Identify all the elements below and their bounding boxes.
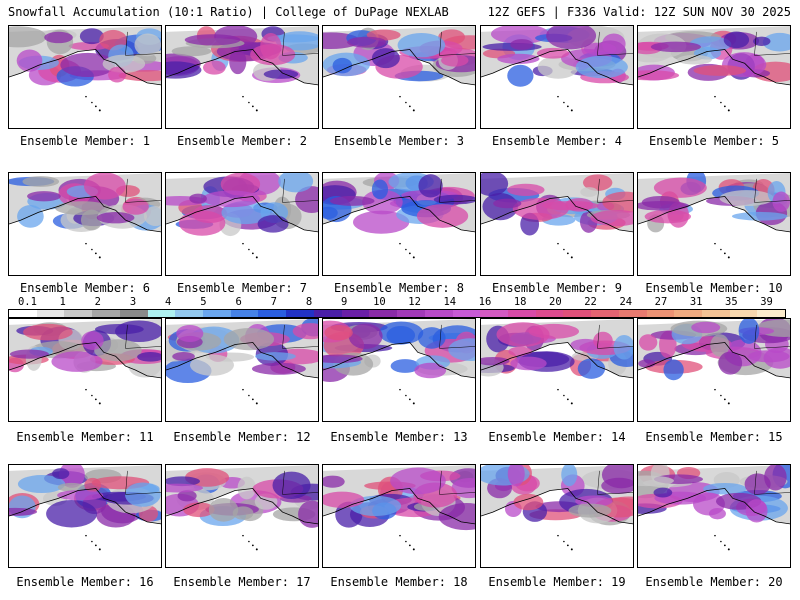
colorbar-swatch — [36, 310, 65, 317]
ensemble-member-map — [8, 464, 162, 568]
colorbar-swatch — [480, 310, 508, 317]
colorbar-tick-label: 1 — [59, 296, 66, 308]
colorbar-tick-label: 8 — [305, 296, 313, 308]
colorbar-swatch — [757, 310, 786, 317]
ensemble-member-label: Ensemble Member: 2 — [176, 134, 308, 148]
model-run-info: 12Z GEFS | F336 Valid: 12Z SUN NOV 30 20… — [487, 5, 791, 19]
ensemble-member-label: Ensemble Member: 18 — [330, 575, 468, 589]
ensemble-member-map — [637, 25, 791, 129]
ensemble-member-label: Ensemble Member: 17 — [173, 575, 311, 589]
ensemble-member-label: Ensemble Member: 8 — [333, 281, 465, 295]
ensemble-member-map — [637, 318, 791, 422]
ensemble-member-label: Ensemble Member: 9 — [491, 281, 623, 295]
colorbar-tick-label: 7 — [270, 296, 277, 308]
snowfall-colorbar — [8, 309, 786, 318]
ensemble-member-map — [165, 464, 319, 568]
colorbar-tick-label: 22 — [584, 296, 597, 308]
colorbar-tick-label: 6 — [235, 296, 242, 308]
colorbar-tick-label: 20 — [549, 296, 562, 308]
ensemble-member-label: Ensemble Member: 11 — [16, 430, 154, 444]
colorbar-swatch — [701, 310, 730, 317]
ensemble-member-label: Ensemble Member: 7 — [176, 281, 308, 295]
colorbar-swatch — [203, 310, 231, 317]
colorbar-tick-label: 12 — [408, 296, 421, 308]
colorbar-swatch — [563, 310, 592, 317]
ensemble-member-map — [637, 464, 791, 568]
ensemble-member-map — [165, 25, 319, 129]
colorbar-tick-label: 24 — [619, 296, 633, 308]
colorbar-tick-label: 0.1 — [17, 296, 37, 308]
colorbar-swatch — [452, 310, 481, 317]
colorbar-tick-label: 18 — [513, 296, 527, 308]
colorbar-tick-label: 3 — [129, 296, 137, 308]
ensemble-member-label: Ensemble Member: 4 — [491, 134, 623, 148]
colorbar-tick-label: 31 — [689, 296, 703, 308]
colorbar-swatch — [9, 310, 37, 317]
colorbar-tick-label: 5 — [200, 296, 207, 308]
ensemble-member-map — [8, 25, 162, 129]
ensemble-member-map — [480, 172, 634, 276]
ensemble-member-label: Ensemble Member: 3 — [333, 134, 465, 148]
colorbar-tick-label: 35 — [725, 296, 738, 308]
ensemble-member-map — [322, 25, 476, 129]
colorbar-swatch — [119, 310, 148, 317]
colorbar-swatch — [507, 310, 536, 317]
colorbar-swatch — [258, 310, 287, 317]
colorbar-tick-label: 4 — [165, 296, 172, 308]
colorbar-swatch — [341, 310, 370, 317]
ensemble-member-label: Ensemble Member: 20 — [645, 575, 783, 589]
colorbar-tick-label: 2 — [94, 296, 101, 308]
colorbar-swatch — [286, 310, 314, 317]
colorbar-swatch — [92, 310, 120, 317]
ensemble-member-label: Ensemble Member: 16 — [16, 575, 154, 589]
ensemble-member-map — [322, 318, 476, 422]
ensemble-member-map — [8, 172, 162, 276]
colorbar-swatch — [424, 310, 453, 317]
colorbar-tick-label: 16 — [478, 296, 492, 308]
colorbar-swatch — [230, 310, 259, 317]
ensemble-member-label: Ensemble Member: 1 — [19, 134, 151, 148]
ensemble-member-label: Ensemble Member: 15 — [645, 430, 783, 444]
ensemble-member-map — [322, 464, 476, 568]
ensemble-member-map — [322, 172, 476, 276]
colorbar-tick-label: 27 — [654, 296, 668, 308]
colorbar-swatch — [535, 310, 564, 317]
colorbar-swatch — [591, 310, 619, 317]
ensemble-member-map — [637, 172, 791, 276]
colorbar-swatch — [313, 310, 342, 317]
colorbar-swatch — [674, 310, 702, 317]
ensemble-member-map — [165, 172, 319, 276]
map-title: Snowfall Accumulation (10:1 Ratio) | Col… — [8, 5, 449, 19]
colorbar-tick-label: 39 — [760, 296, 773, 308]
colorbar-swatch — [369, 310, 398, 317]
colorbar-tick-labels: 0.1 1 2 3 4 5 6 7 8 9 10 12 14 16 18 20 22 24 27 31 35 39 — [8, 296, 786, 308]
colorbar-swatch — [618, 310, 647, 317]
ensemble-member-label: Ensemble Member: 14 — [488, 430, 626, 444]
ensemble-member-map — [480, 318, 634, 422]
ensemble-member-map — [480, 464, 634, 568]
colorbar-swatch — [729, 310, 758, 317]
ensemble-member-label: Ensemble Member: 5 — [648, 134, 780, 148]
ensemble-member-map — [8, 318, 162, 422]
colorbar-tick-label: 14 — [443, 296, 457, 308]
ensemble-member-label: Ensemble Member: 6 — [19, 281, 151, 295]
ensemble-member-label: Ensemble Member: 13 — [330, 430, 468, 444]
colorbar-swatch — [64, 310, 93, 317]
colorbar-tick-label: 10 — [373, 296, 386, 308]
colorbar-swatch — [397, 310, 425, 317]
colorbar-swatch — [147, 310, 176, 317]
colorbar-swatch — [175, 310, 204, 317]
colorbar-tick-label: 9 — [341, 296, 348, 308]
ensemble-member-label: Ensemble Member: 19 — [488, 575, 626, 589]
ensemble-member-map — [165, 318, 319, 422]
colorbar-swatch — [646, 310, 675, 317]
ensemble-member-label: Ensemble Member: 10 — [645, 281, 783, 295]
ensemble-member-label: Ensemble Member: 12 — [173, 430, 311, 444]
ensemble-member-map — [480, 25, 634, 129]
